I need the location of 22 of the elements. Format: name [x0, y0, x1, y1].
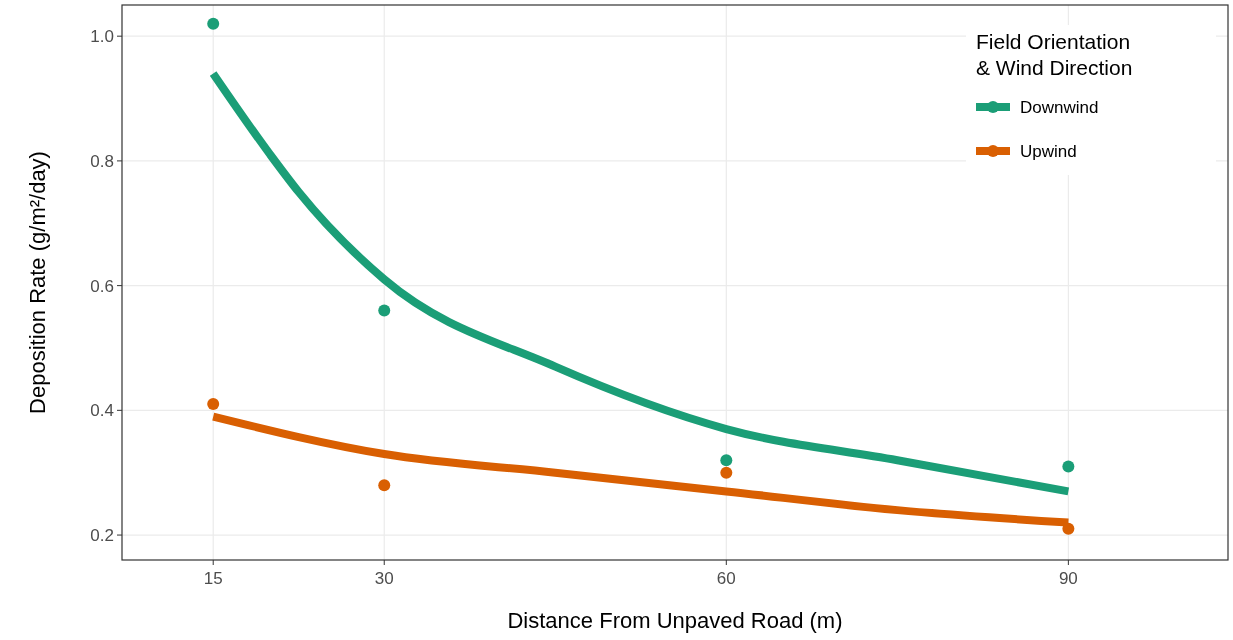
y-tick-label: 0.2	[90, 526, 114, 546]
y-tick-label: 0.6	[90, 276, 114, 296]
point	[1062, 522, 1075, 535]
x-tick-label: 30	[374, 569, 394, 588]
point	[720, 466, 733, 479]
y-tick-label: 0.8	[90, 151, 114, 171]
point	[1062, 460, 1075, 473]
legend-title: Field Orientation & Wind Direction	[976, 30, 1133, 79]
point	[378, 479, 391, 492]
point	[378, 304, 391, 317]
legend-label: Downwind	[1020, 97, 1099, 117]
y-tick-label: 1.0	[90, 27, 114, 47]
x-tick-label: 60	[716, 569, 736, 588]
legend-label: Upwind	[1020, 141, 1077, 161]
y-tick-label: 0.4	[90, 401, 114, 421]
x-tick-label: 90	[1058, 569, 1078, 588]
x-axis-title: Distance From Unpaved Road (m)	[507, 608, 843, 633]
point	[207, 17, 220, 30]
point	[207, 398, 220, 411]
y-axis-title: Deposition Rate (g/m²/day)	[25, 151, 50, 414]
point	[720, 454, 733, 467]
x-tick-label: 15	[203, 569, 223, 588]
